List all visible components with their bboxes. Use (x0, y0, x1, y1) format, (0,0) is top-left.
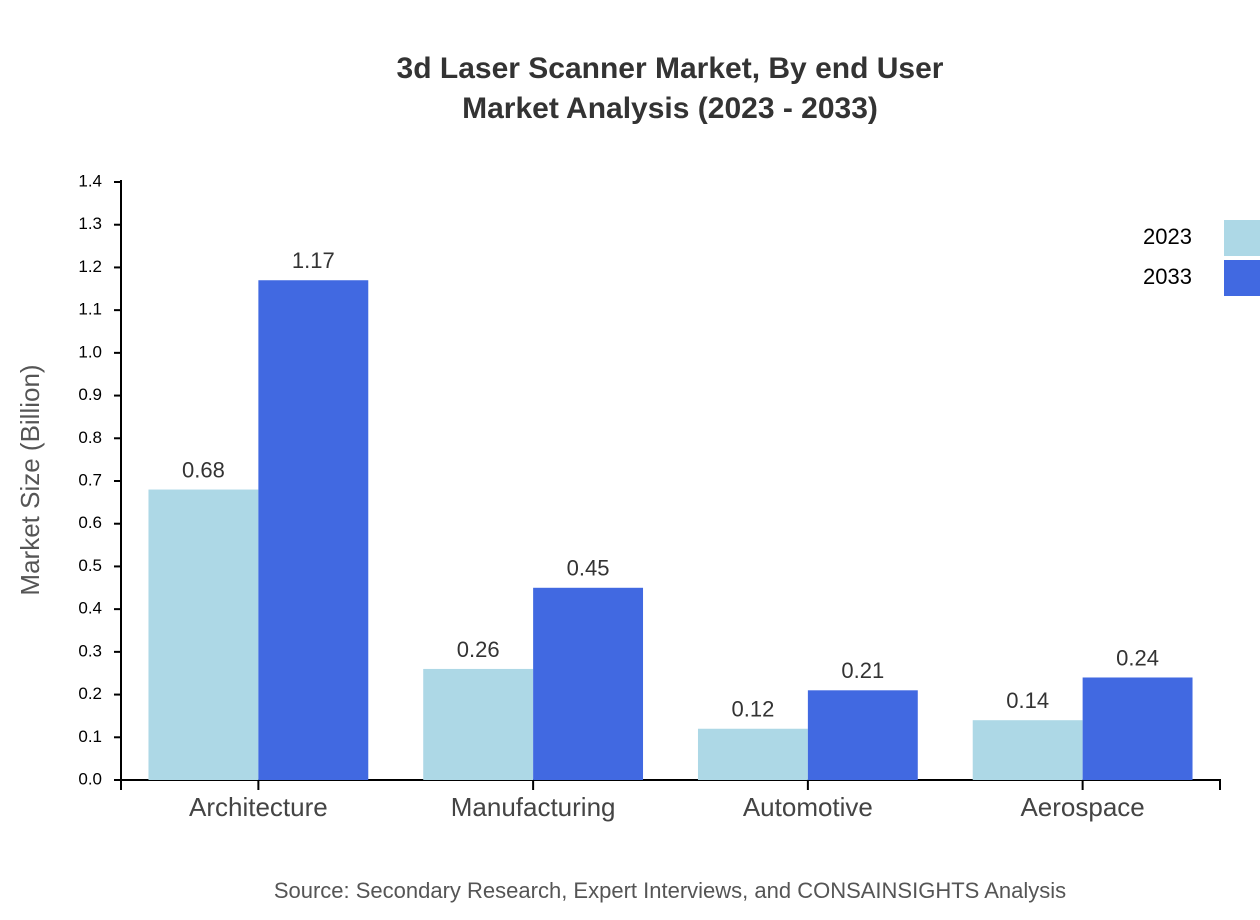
bar (1082, 677, 1193, 780)
x-tick-label: Automotive (743, 792, 873, 822)
y-tick-label: 0.9 (78, 385, 102, 404)
y-tick-label: 0.3 (78, 641, 102, 660)
bar (258, 280, 369, 780)
bar (148, 489, 259, 780)
value-label: 0.68 (182, 457, 225, 482)
y-tick-label: 0.2 (78, 684, 102, 703)
y-tick-label: 1.4 (78, 171, 102, 190)
y-axis-title: Market Size (Billion) (15, 364, 45, 595)
bar (972, 720, 1083, 780)
x-tick-label: Architecture (189, 792, 328, 822)
y-tick-label: 1.1 (78, 300, 102, 319)
x-tick-label: Manufacturing (451, 792, 616, 822)
value-label: 0.21 (841, 658, 884, 683)
bar (807, 690, 918, 780)
y-tick-label: 0.7 (78, 470, 102, 489)
y-tick-label: 0.4 (78, 599, 102, 618)
y-tick-label: 1.2 (78, 257, 102, 276)
source-note: Source: Secondary Research, Expert Inter… (274, 878, 1066, 903)
value-label: 0.45 (567, 556, 610, 581)
y-tick-label: 0.5 (78, 556, 102, 575)
value-label: 0.24 (1116, 645, 1159, 670)
value-label: 0.12 (732, 697, 775, 722)
bar (697, 728, 808, 780)
x-tick-label: Aerospace (1020, 792, 1144, 822)
bar (533, 587, 644, 780)
y-tick-label: 1.3 (78, 214, 102, 233)
y-tick-label: 0.8 (78, 428, 102, 447)
chart-title: 3d Laser Scanner Market, By end User (397, 52, 944, 85)
legend-label: 2023 (1143, 224, 1192, 249)
bar (423, 668, 534, 780)
y-tick-label: 0.6 (78, 513, 102, 532)
legend-label: 2033 (1143, 264, 1192, 289)
y-tick-label: 1.0 (78, 342, 102, 361)
legend-swatch (1224, 220, 1260, 256)
value-label: 0.26 (457, 637, 500, 662)
value-label: 0.14 (1006, 688, 1049, 713)
legend-swatch (1224, 260, 1260, 296)
value-label: 1.17 (292, 248, 335, 273)
y-tick-label: 0.0 (78, 769, 102, 788)
y-tick-label: 0.1 (78, 727, 102, 746)
chart-subtitle: Market Analysis (2023 - 2033) (462, 92, 878, 125)
